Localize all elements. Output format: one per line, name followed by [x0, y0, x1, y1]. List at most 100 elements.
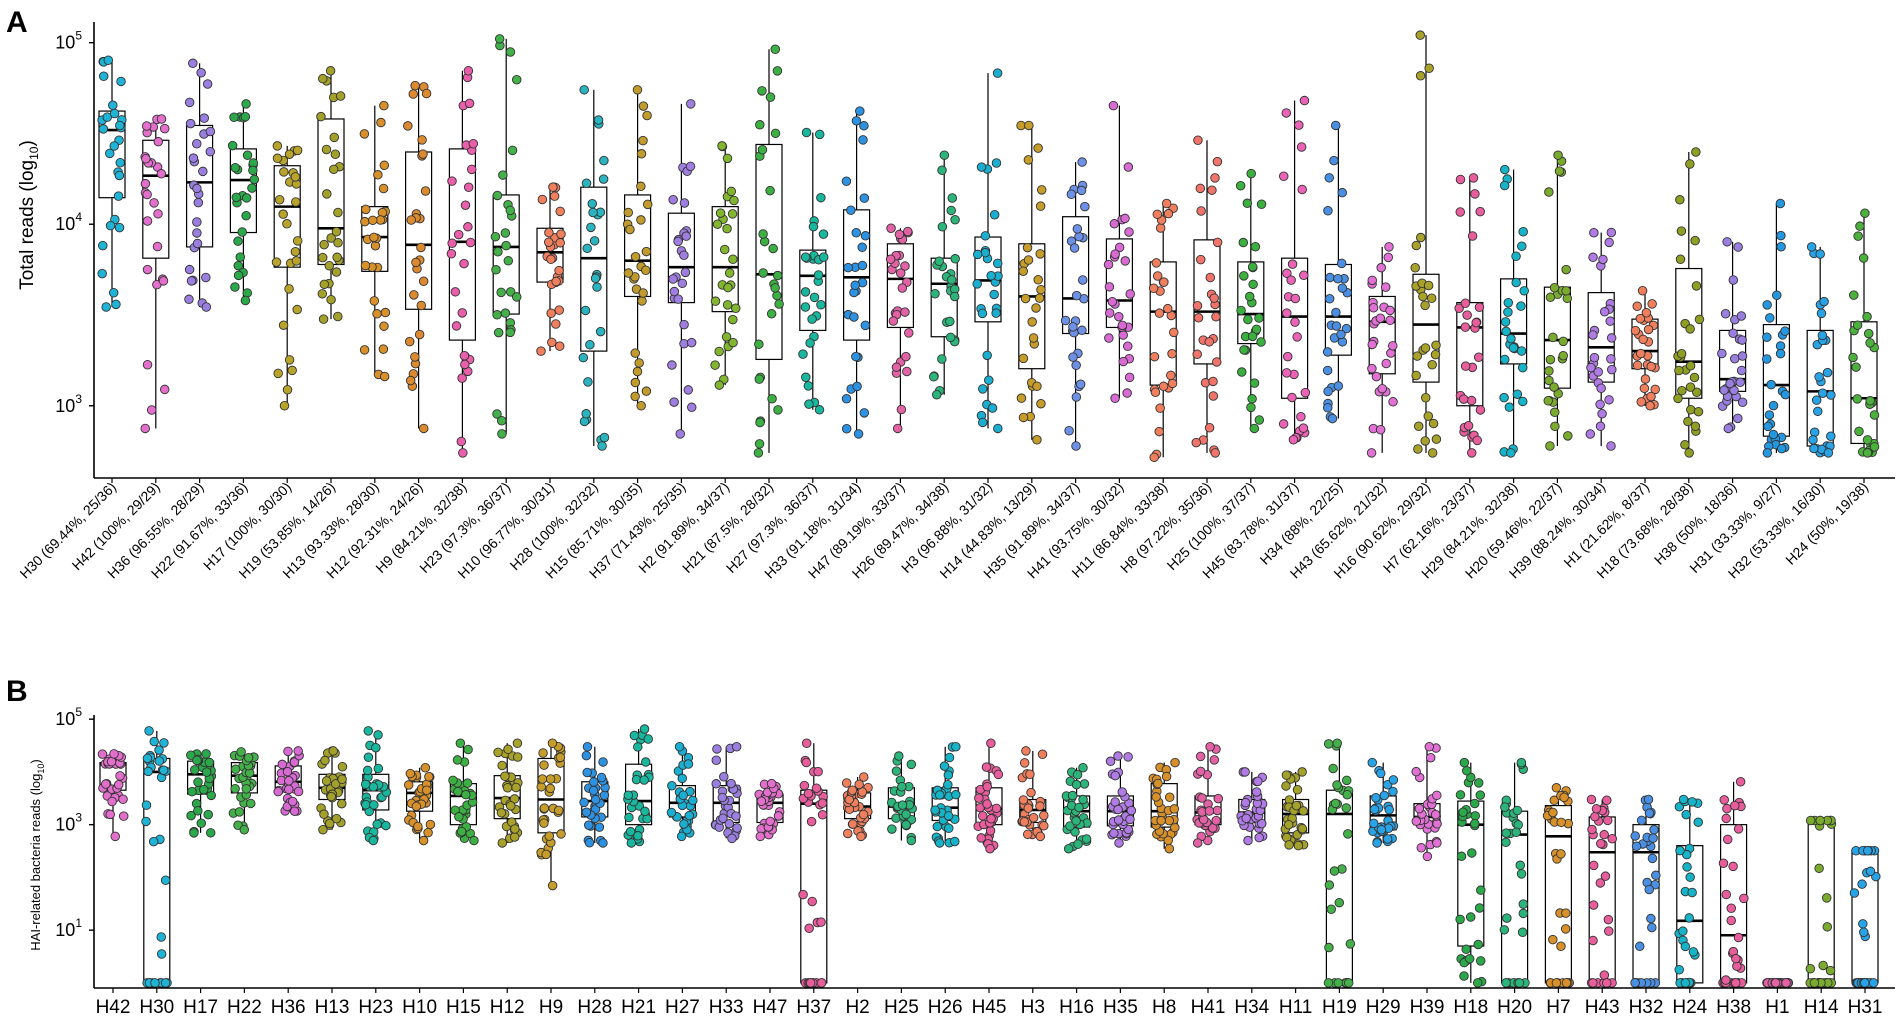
data-point [330, 149, 341, 160]
data-point [1851, 362, 1861, 372]
data-point [325, 66, 336, 76]
data-point [1805, 815, 1816, 826]
x-tick-label: H21 [621, 997, 656, 1018]
data-point [901, 351, 911, 362]
data-point [448, 775, 458, 786]
data-point [991, 308, 1001, 318]
data-point [1606, 441, 1616, 451]
data-point [201, 302, 212, 312]
data-point [1501, 978, 1511, 988]
data-point [1603, 914, 1614, 925]
data-point [1518, 226, 1528, 237]
data-point [897, 781, 907, 792]
data-point [590, 794, 601, 805]
box-group [1280, 767, 1310, 851]
data-point [1553, 388, 1563, 399]
data-point [1239, 271, 1249, 281]
data-point [1114, 838, 1124, 848]
box-group [97, 749, 129, 842]
data-point [1501, 828, 1511, 838]
data-point [337, 774, 347, 784]
data-point [543, 237, 554, 247]
data-point [321, 144, 332, 155]
data-point [1550, 421, 1560, 432]
x-tick-label: H45 [972, 997, 1007, 1018]
data-point [1604, 395, 1614, 405]
data-point [416, 242, 426, 253]
data-point [1248, 279, 1258, 290]
data-point [1685, 324, 1695, 334]
data-point [192, 183, 202, 194]
data-point [1516, 301, 1526, 311]
data-point [1420, 393, 1431, 403]
data-point [799, 780, 810, 791]
data-point [154, 756, 165, 766]
data-point [1466, 395, 1477, 406]
data-point [1768, 400, 1779, 411]
data-point [1500, 164, 1510, 175]
data-point [500, 771, 510, 782]
data-point [1324, 942, 1334, 953]
data-point [1077, 325, 1087, 336]
box-group [930, 742, 961, 848]
data-point [757, 86, 767, 96]
data-point [599, 790, 610, 800]
data-point [943, 770, 954, 780]
data-point [579, 797, 589, 808]
data-point [1461, 944, 1471, 954]
data-point [453, 786, 463, 797]
data-point [626, 838, 637, 848]
data-point [1647, 299, 1657, 309]
data-point [982, 781, 992, 792]
data-point [1016, 393, 1027, 403]
data-point [1606, 354, 1616, 364]
data-point [1283, 819, 1294, 830]
data-point [1192, 838, 1203, 848]
data-point [1863, 328, 1874, 339]
data-point [497, 429, 507, 439]
data-point [1420, 300, 1430, 311]
data-point [494, 34, 505, 44]
data-point [113, 191, 124, 201]
data-point [331, 813, 342, 824]
data-point [333, 238, 343, 248]
data-point [1733, 824, 1744, 834]
data-point [1465, 912, 1476, 922]
data-point [1687, 797, 1697, 807]
data-point [1517, 241, 1527, 251]
data-point [598, 757, 608, 767]
data-point [846, 205, 856, 215]
data-point [1517, 927, 1528, 938]
data-point [230, 162, 241, 173]
data-point [1556, 849, 1566, 859]
data-point [1691, 147, 1701, 157]
data-point [1381, 358, 1391, 369]
data-point [978, 384, 988, 394]
data-point [680, 267, 691, 278]
data-point [584, 820, 594, 830]
box-iqr [1675, 267, 1703, 399]
box-group [228, 747, 259, 835]
data-point [1721, 813, 1731, 824]
data-point [1108, 100, 1119, 111]
data-point [1635, 313, 1646, 324]
data-point [381, 820, 391, 831]
data-point [1376, 262, 1386, 273]
data-point [1296, 142, 1307, 152]
data-point [1551, 978, 1562, 988]
data-point [291, 197, 301, 207]
data-point [380, 307, 391, 318]
data-point [498, 170, 508, 180]
data-point [818, 252, 829, 262]
data-point [1328, 763, 1338, 774]
data-point [192, 755, 202, 766]
data-point [1726, 903, 1737, 914]
data-point [1213, 793, 1223, 804]
data-point [1039, 810, 1049, 821]
data-point [235, 252, 246, 262]
data-point [668, 194, 678, 205]
data-point [317, 252, 328, 263]
data-point [1512, 805, 1523, 816]
data-point [1648, 833, 1658, 843]
x-tick-label: H20 [1497, 997, 1532, 1018]
